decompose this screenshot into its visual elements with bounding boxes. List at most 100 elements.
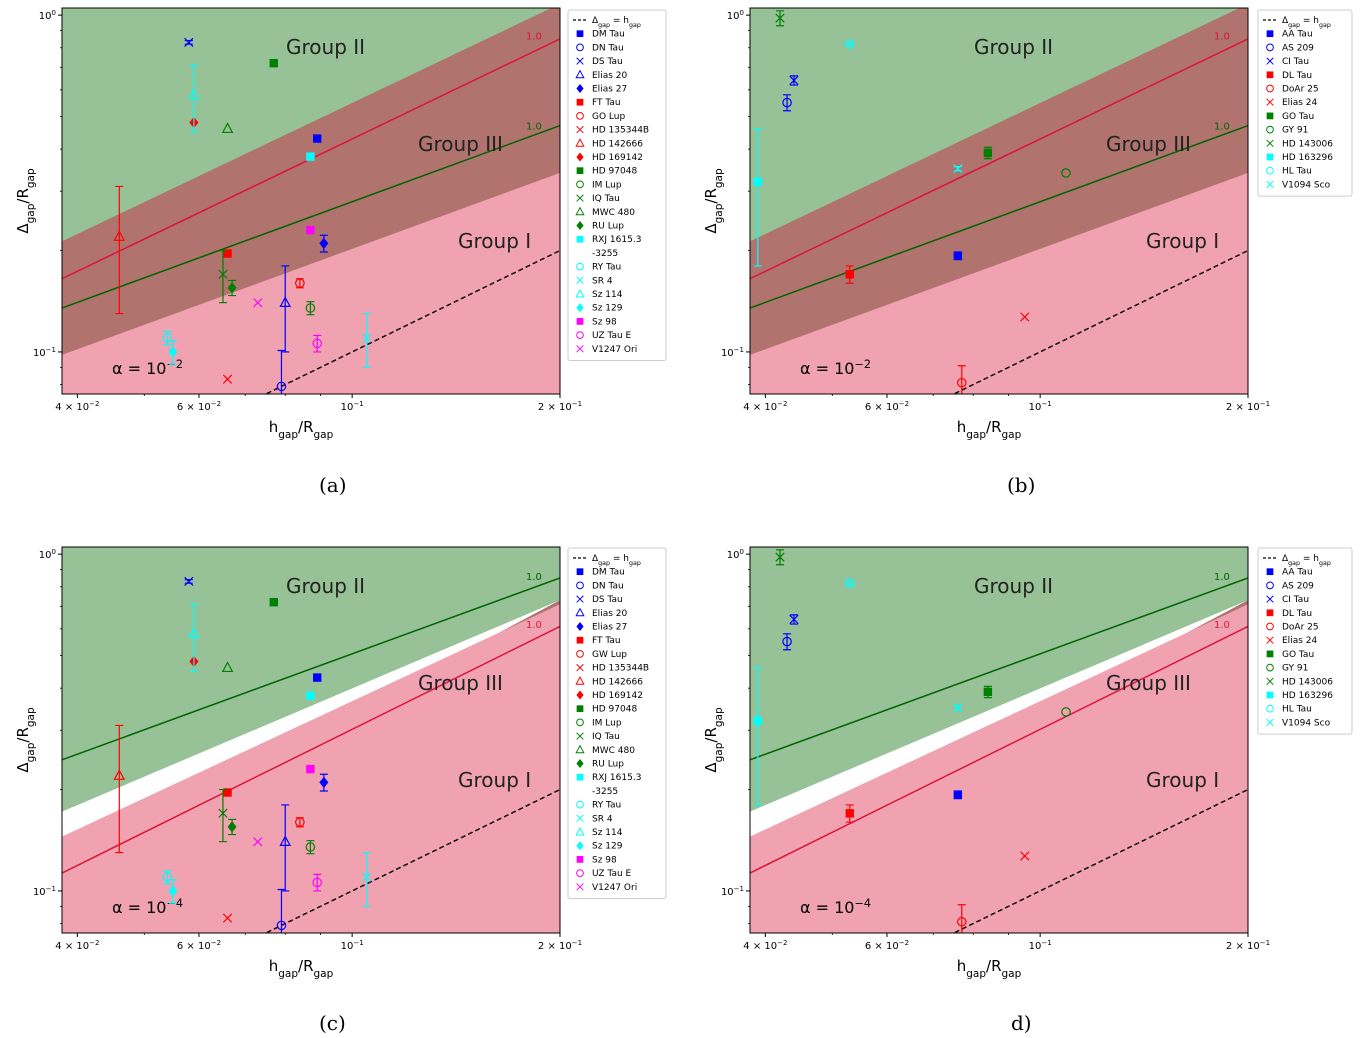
data-point	[184, 37, 194, 48]
legend-entry-label: DN Tau	[592, 581, 624, 591]
contour-label: 1.0	[1214, 620, 1230, 631]
legend-entry-label: AA Tau	[1282, 30, 1313, 40]
legend-entry-label: GO Tau	[1282, 650, 1314, 660]
legend-marker	[576, 125, 584, 134]
legend-marker	[576, 732, 584, 740]
data-point	[295, 817, 305, 827]
error-bar	[845, 42, 854, 47]
legend-entry: HD 97048	[576, 705, 637, 715]
legend-marker	[1266, 98, 1274, 106]
legend-marker	[576, 841, 584, 851]
data-point	[319, 237, 329, 250]
data-point	[113, 230, 126, 241]
region-label: Group I	[458, 229, 531, 253]
legend-entry: GO Tau	[1266, 112, 1314, 122]
legend-marker	[576, 800, 584, 809]
error-bar	[115, 724, 124, 854]
data-point	[953, 251, 963, 260]
data-point	[844, 39, 855, 49]
x-tick-label: 10−1	[341, 400, 364, 413]
legend-entry: Elias 24	[1266, 98, 1317, 108]
legend-entry: HD 143006	[1266, 139, 1333, 149]
x-tick-label: 10−1	[1029, 939, 1052, 952]
legend-marker	[576, 276, 584, 284]
legend-marker	[1266, 153, 1274, 161]
legend-entry-label: HD 142666	[592, 677, 643, 687]
error-bar	[783, 633, 792, 651]
plot-area: 1.0 1.0 Group II Group III Group I α = 10−4	[750, 547, 1248, 933]
data-point	[953, 703, 963, 713]
data-point	[845, 270, 854, 279]
legend-marker	[1266, 581, 1274, 590]
legend-marker	[576, 883, 584, 891]
legend-marker	[576, 331, 584, 339]
chart-panel-d: 1.0 1.0 Group II Group III Group I α = 10−4 4 …	[702, 546, 1353, 980]
legend-marker	[576, 869, 584, 877]
legend-entry-label: IQ Tau	[592, 732, 620, 742]
legend-marker	[1266, 704, 1274, 713]
region-label: Group III	[1106, 132, 1191, 156]
legend-marker	[1266, 30, 1274, 38]
contour-line-green	[62, 124, 560, 309]
y-tick-label: 100	[727, 9, 744, 22]
x-tick-label: 6 × 10−2	[865, 939, 909, 952]
legend-marker	[576, 180, 584, 189]
x-tick-label: 2 × 10−1	[1226, 400, 1270, 413]
legend-marker	[1266, 57, 1274, 65]
contour-line-green	[750, 124, 1248, 309]
data-point	[168, 346, 178, 358]
legend-marker	[1266, 718, 1274, 727]
legend-marker	[576, 112, 584, 120]
caption-c: (c)	[319, 1011, 346, 1035]
legend-entry: IM Lup	[576, 718, 622, 728]
legend-entry-label: V1094 Sco	[1282, 180, 1331, 190]
legend-entry-label: -3255	[592, 787, 618, 797]
data-point	[218, 269, 228, 279]
data-point	[775, 552, 785, 562]
data-point	[956, 377, 967, 388]
contour-label: 1.0	[1214, 572, 1230, 583]
legend-marker	[1266, 180, 1274, 189]
data-point	[1061, 707, 1071, 717]
legend-frame	[567, 9, 667, 361]
contour-label: 1.0	[1214, 122, 1230, 133]
y-tick-label: 10−1	[721, 885, 744, 898]
legend-marker	[576, 194, 584, 202]
dashed-equality-line	[952, 249, 1248, 394]
legend-frame	[567, 547, 667, 899]
legend-marker	[576, 568, 584, 576]
legend-entry-label: GO Tau	[1282, 112, 1314, 122]
legend-marker	[1266, 595, 1274, 603]
legend-marker	[1266, 622, 1274, 631]
data-point	[313, 673, 322, 682]
error-bar	[753, 667, 762, 806]
legend-entry-label: GY 91	[1282, 664, 1308, 674]
legend-entry: DoAr 25	[1266, 84, 1319, 95]
contour-label: 1.0	[526, 122, 542, 133]
y-tick-label: 100	[39, 9, 56, 22]
legend-entry: AS 209	[1266, 581, 1314, 591]
region-label: Group III	[418, 132, 503, 156]
legend-entry: DN Tau	[576, 43, 624, 53]
data-point	[223, 788, 232, 797]
contour-label: 1.0	[526, 32, 542, 43]
legend-entry: Sz 129	[576, 303, 623, 314]
legend-marker	[1266, 84, 1274, 93]
legend-entry: IQ Tau	[576, 194, 620, 204]
x-tick-label: 4 × 10−2	[55, 400, 99, 413]
legend-entry-label: SR 4	[592, 276, 613, 286]
error-bar	[218, 249, 227, 304]
legend-marker	[576, 83, 584, 94]
legend-entry: RXJ 1615.3 -3255	[576, 235, 641, 259]
data-point	[223, 249, 232, 258]
error-bar	[313, 334, 322, 353]
legend-marker	[1266, 71, 1274, 79]
legend-marker	[576, 345, 584, 353]
legend-entry-label: GO Lup	[592, 112, 625, 122]
legend-entry-label: RXJ 1615.3	[592, 235, 641, 245]
legend-entry: CI Tau	[1266, 595, 1309, 605]
legend-entry-label: AS 209	[1282, 581, 1314, 591]
